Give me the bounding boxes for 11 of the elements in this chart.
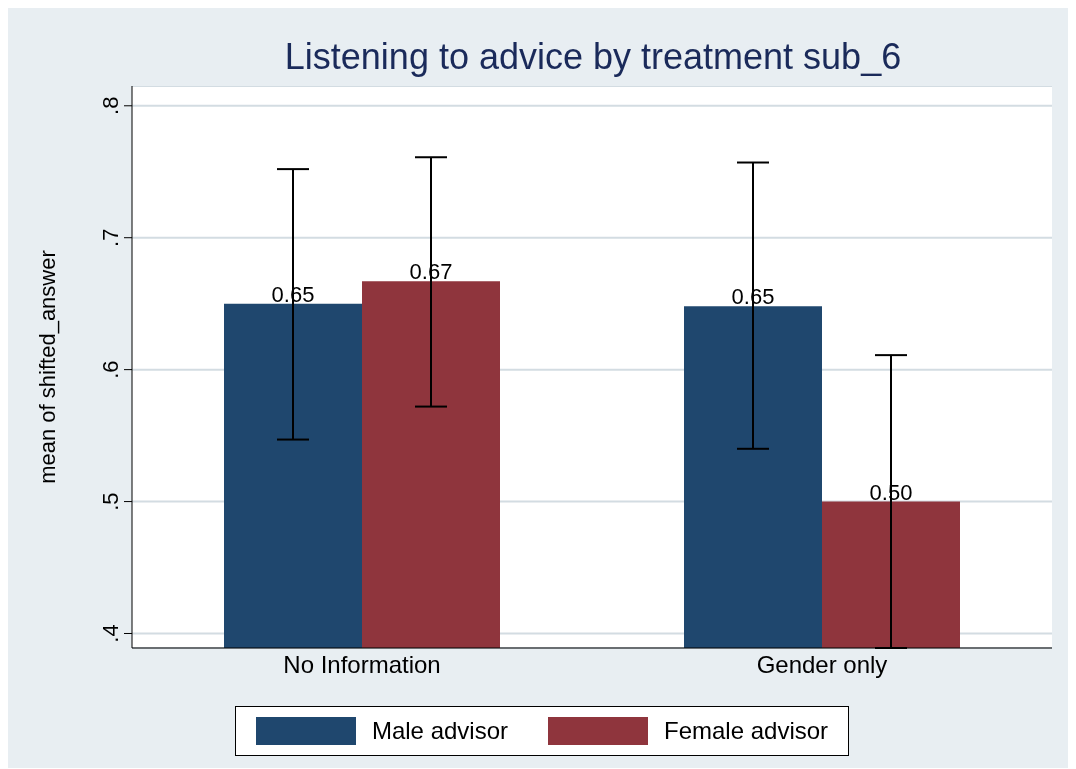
x-tick-label: Gender only: [756, 651, 888, 679]
y-tick-label: .8: [98, 96, 123, 115]
y-tick-label: .6: [98, 360, 123, 379]
y-tick-label: .4: [98, 624, 123, 643]
y-axis-title: mean of shifted_answer: [34, 250, 60, 484]
chart-title: Listening to advice by treatment sub_6: [283, 36, 903, 78]
x-tick-label: No Information: [283, 651, 441, 679]
legend-label: Male advisor: [371, 717, 508, 745]
legend-label: Female advisor: [664, 717, 829, 745]
y-tick-label: .5: [98, 492, 123, 511]
y-tick-label: .7: [98, 228, 123, 247]
